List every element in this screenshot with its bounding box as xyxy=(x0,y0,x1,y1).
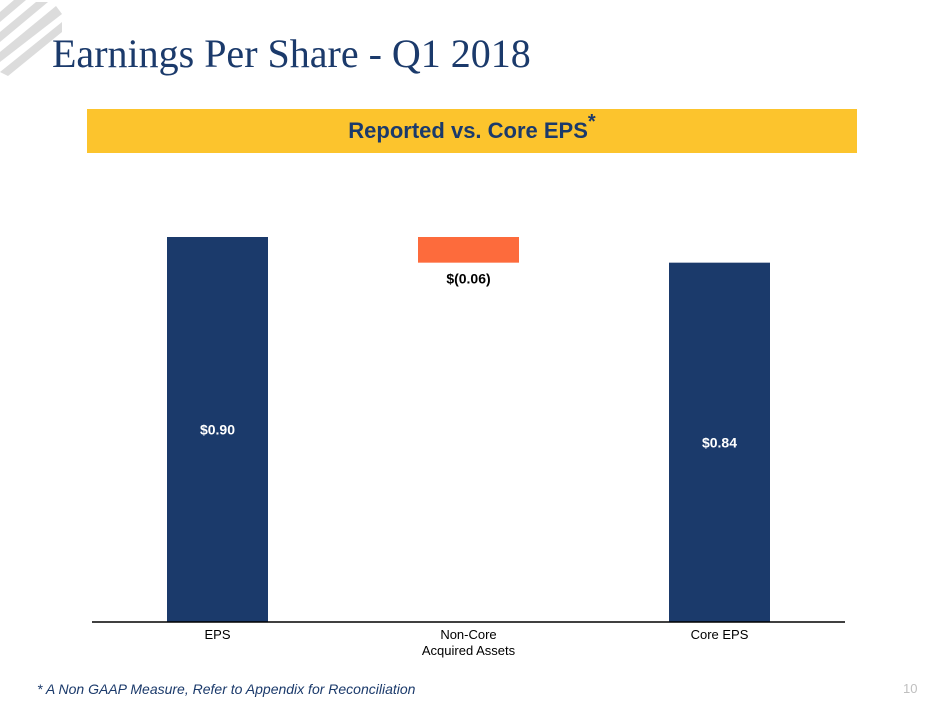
data-label-2: $0.84 xyxy=(702,434,737,450)
x-tick-label-1: Non-Core Acquired Assets xyxy=(422,627,516,658)
non-gaap-marker: * xyxy=(587,110,596,133)
company-logo xyxy=(0,0,62,76)
data-label-1: $(0.06) xyxy=(446,271,490,287)
bar-0 xyxy=(167,237,268,622)
bar-1 xyxy=(418,237,519,263)
x-tick-label-2: Core EPS xyxy=(691,627,749,642)
chart-title: Reported vs. Core EPS xyxy=(348,118,588,143)
chart-title-banner: Reported vs. Core EPS* xyxy=(87,109,857,153)
data-label-0: $0.90 xyxy=(200,422,235,438)
x-tick-label-0: EPS xyxy=(204,627,230,642)
bar-2 xyxy=(669,262,770,622)
footnote: * A Non GAAP Measure, Refer to Appendix … xyxy=(37,681,416,697)
page-title: Earnings Per Share - Q1 2018 xyxy=(52,31,531,76)
page-number: 10 xyxy=(903,681,918,696)
